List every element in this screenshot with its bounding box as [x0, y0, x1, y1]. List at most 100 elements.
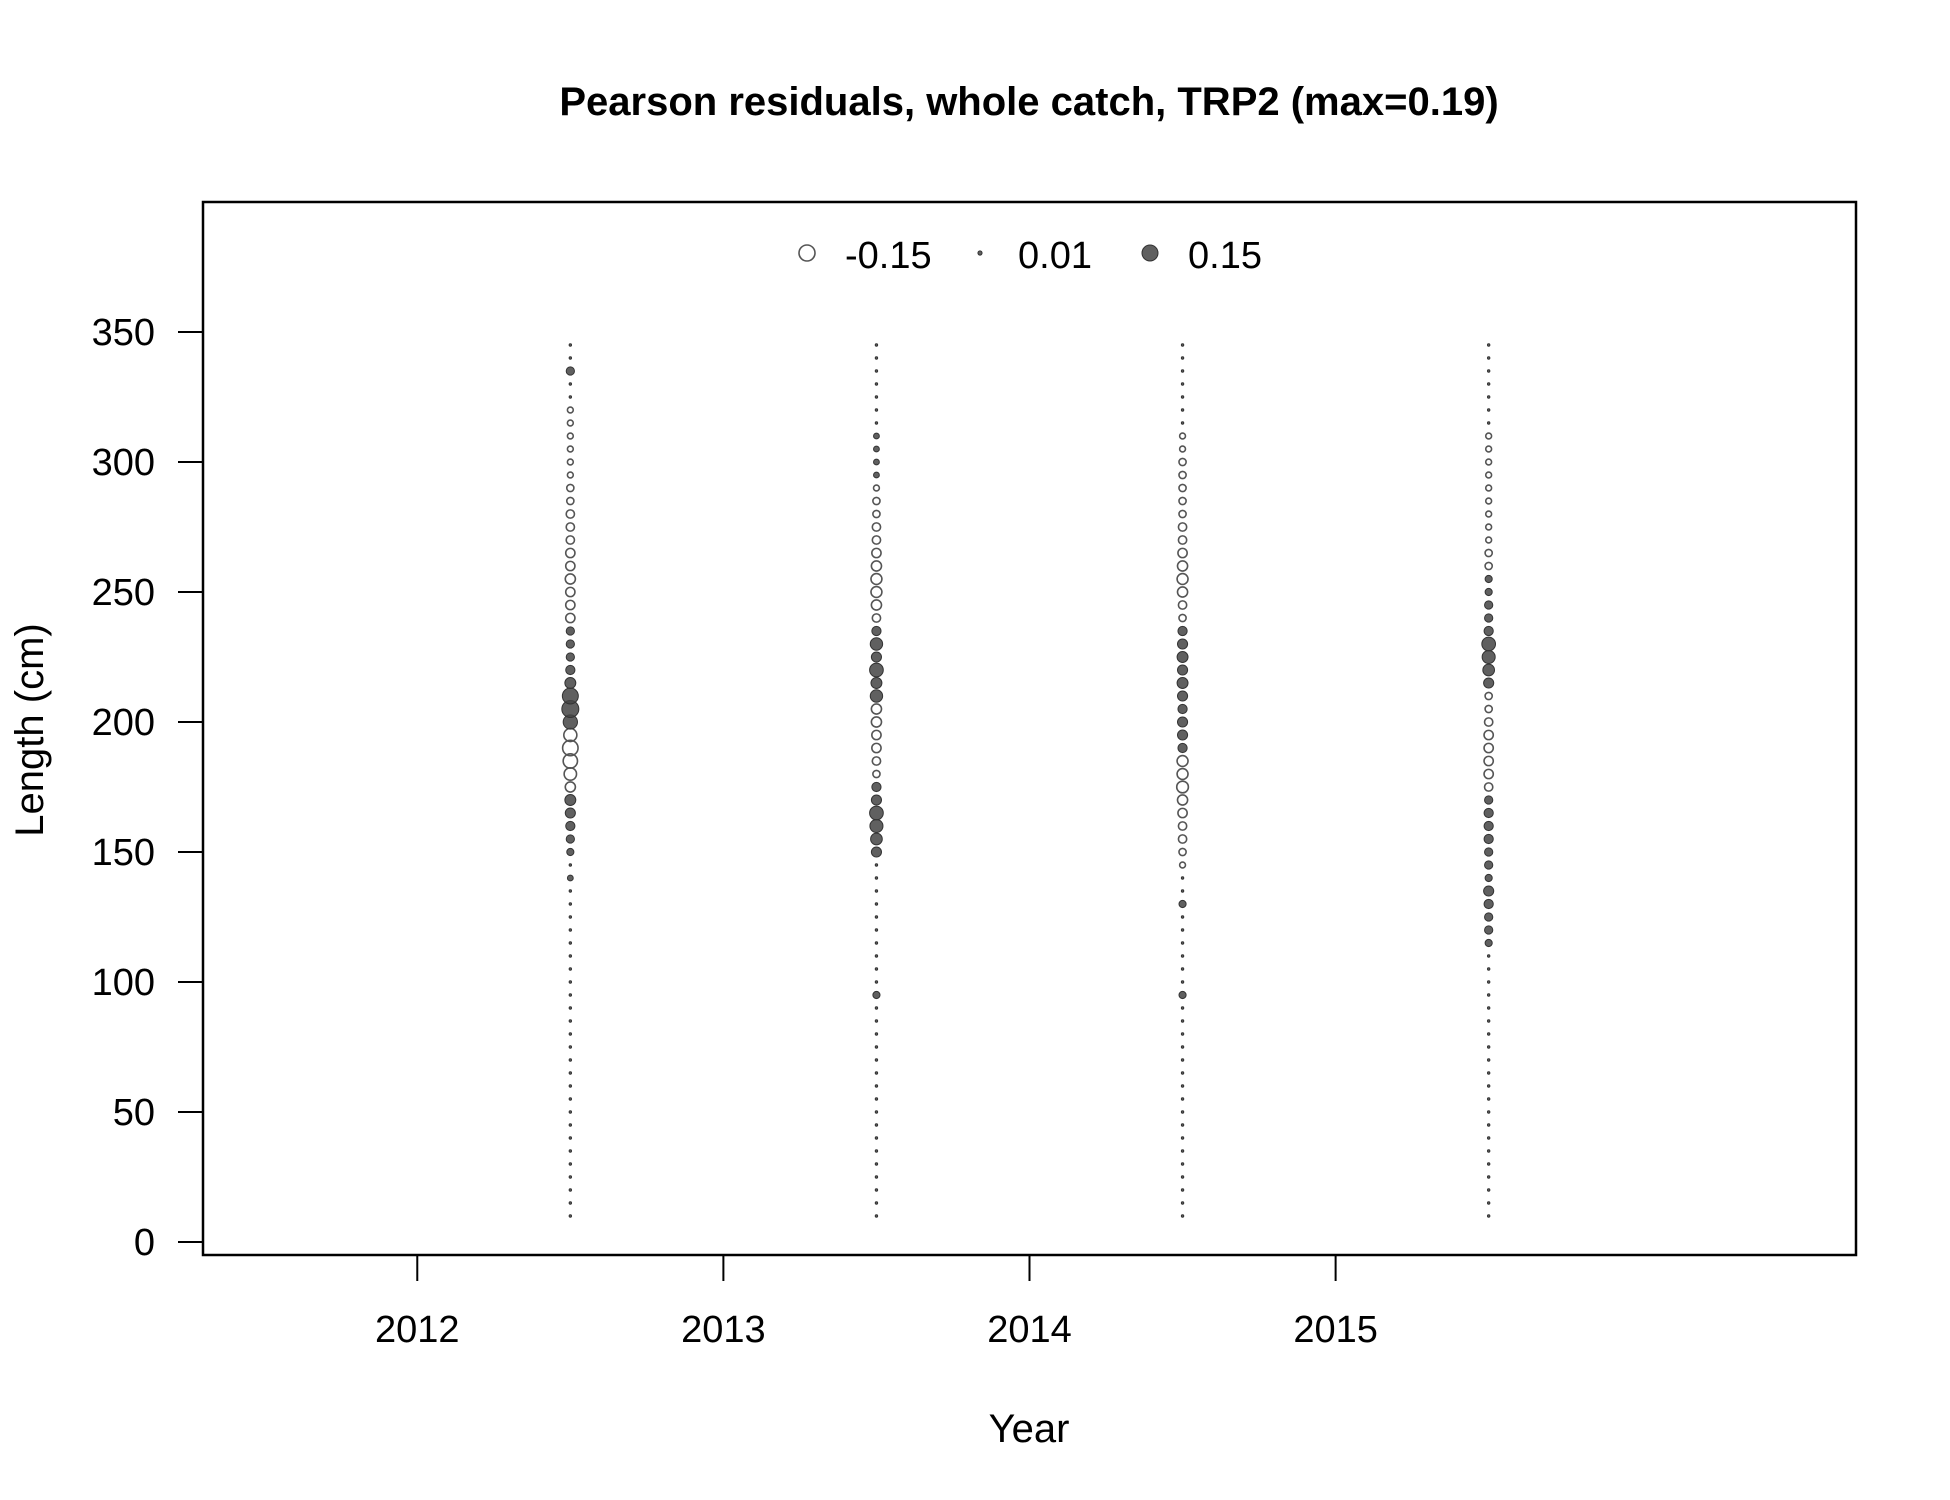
data-point: [568, 902, 573, 906]
data-point: [564, 547, 576, 559]
data-point: [1178, 613, 1187, 623]
data-point: [873, 458, 880, 466]
data-point: [568, 954, 573, 958]
y-tick-label: 100: [92, 962, 155, 1004]
data-point: [1180, 1045, 1185, 1049]
data-point: [565, 496, 575, 506]
data-point: [1176, 690, 1189, 702]
data-point: [874, 1149, 879, 1153]
data-point: [1180, 928, 1185, 932]
data-point: [874, 382, 879, 386]
data-point: [1486, 1162, 1491, 1166]
data-point: [1178, 861, 1187, 869]
data-point: [872, 496, 881, 506]
data-point: [568, 941, 573, 945]
data-point: [1176, 560, 1189, 572]
data-point: [1176, 729, 1189, 741]
data-point: [874, 954, 879, 958]
data-point: [1483, 742, 1495, 754]
data-point: [1180, 382, 1185, 386]
data-point: [566, 471, 575, 479]
data-point: [564, 807, 576, 819]
data-point: [565, 522, 576, 532]
y-tick-label: 250: [92, 572, 155, 614]
data-point: [1486, 1084, 1491, 1088]
data-point: [1484, 445, 1493, 453]
data-point: [564, 612, 576, 624]
data-point: [1180, 1071, 1185, 1075]
data-point: [874, 980, 879, 984]
data-point: [565, 535, 576, 545]
data-point: [870, 560, 883, 572]
data-point: [1180, 941, 1185, 945]
data-point: [1483, 677, 1495, 689]
data-point: [869, 689, 884, 703]
data-point: [565, 652, 575, 662]
data-point: [1180, 1162, 1185, 1166]
data-point: [1484, 574, 1493, 584]
data-point: [874, 941, 879, 945]
data-point: [1484, 587, 1493, 597]
data-points: [561, 343, 1497, 1218]
data-point: [874, 1045, 879, 1049]
data-point: [1486, 421, 1491, 425]
y-axis-title: Length (cm): [8, 623, 52, 836]
legend-label: 0.15: [1188, 235, 1262, 277]
data-point: [871, 535, 882, 545]
data-point: [566, 406, 575, 414]
data-point: [1180, 954, 1185, 958]
data-point: [568, 1058, 573, 1062]
data-point: [568, 1019, 573, 1023]
data-point: [874, 421, 879, 425]
data-point: [564, 586, 576, 598]
data-point: [565, 626, 575, 636]
data-point: [568, 993, 573, 997]
data-point: [1482, 663, 1496, 677]
data-point: [1176, 716, 1189, 728]
data-point: [874, 928, 879, 932]
data-point: [1176, 754, 1189, 768]
y-tick-label: 200: [92, 702, 155, 744]
data-point: [566, 432, 575, 440]
data-point: [872, 990, 881, 1000]
data-point: [568, 1136, 573, 1140]
data-point: [874, 1123, 879, 1127]
data-point: [874, 863, 879, 867]
data-point: [1483, 782, 1494, 792]
data-point: [869, 637, 884, 651]
data-point: [568, 1188, 573, 1192]
data-point: [1486, 343, 1491, 347]
data-point: [561, 687, 579, 705]
data-point: [1486, 1214, 1491, 1218]
data-point: [1177, 547, 1188, 559]
data-point: [565, 834, 575, 844]
data-point: [1178, 990, 1187, 1000]
x-tick-label: 2013: [681, 1309, 766, 1351]
data-point: [874, 1162, 879, 1166]
chart-title: Pearson residuals, whole catch, TRP2 (ma…: [559, 80, 1498, 124]
y-tick-label: 0: [134, 1222, 155, 1264]
data-point: [566, 445, 575, 453]
data-point: [1180, 1110, 1185, 1114]
data-point: [568, 1149, 573, 1153]
y-tick-label: 350: [92, 312, 155, 354]
data-point: [1486, 1175, 1491, 1179]
data-point: [874, 1019, 879, 1023]
data-point: [1486, 954, 1491, 958]
data-point: [873, 445, 880, 453]
x-axis-title: Year: [989, 1407, 1070, 1451]
data-point: [1177, 625, 1188, 637]
data-point: [1486, 1032, 1491, 1036]
data-point: [1180, 1188, 1185, 1192]
data-point: [869, 818, 884, 834]
data-point: [1180, 395, 1185, 399]
data-point: [568, 1162, 573, 1166]
data-point: [1484, 691, 1494, 701]
data-point: [564, 573, 577, 585]
data-point: [1180, 889, 1185, 893]
data-point: [568, 863, 573, 867]
data-point: [871, 625, 882, 637]
data-point: [1481, 636, 1497, 652]
data-point: [1486, 1188, 1491, 1192]
